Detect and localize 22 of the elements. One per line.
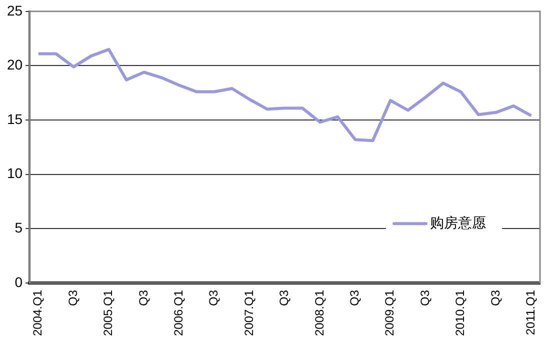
y-tick-label: 15: [6, 110, 23, 127]
x-tick-label: 2004.Q1: [30, 290, 45, 336]
x-tick-label: Q3: [488, 290, 502, 306]
x-tick-label: Q3: [348, 290, 362, 306]
x-tick-label: 2005.Q1: [101, 290, 116, 336]
y-tick-label: 20: [6, 56, 23, 73]
legend-label: 购房意愿: [430, 214, 486, 231]
x-tick-label: 2010.Q1: [453, 290, 468, 336]
x-tick-label: 2007.Q1: [242, 290, 256, 336]
x-tick-label: Q3: [206, 290, 221, 306]
x-tick-label: 2006.Q1: [171, 290, 186, 336]
y-tick-label: 0: [14, 274, 23, 290]
x-tick-label: 2011.Q1: [524, 290, 538, 336]
y-tick-label: 25: [6, 2, 23, 18]
x-tick-label: Q3: [277, 290, 292, 306]
x-tick-label: Q3: [66, 290, 80, 306]
y-tick-label: 5: [14, 220, 23, 236]
x-tick-label: 2009.Q1: [382, 290, 397, 336]
x-tick-label: Q3: [136, 290, 150, 306]
x-tick-label: Q3: [418, 290, 432, 306]
x-tick-label: 2008.Q1: [312, 290, 326, 336]
y-tick-label: 10: [6, 165, 23, 182]
